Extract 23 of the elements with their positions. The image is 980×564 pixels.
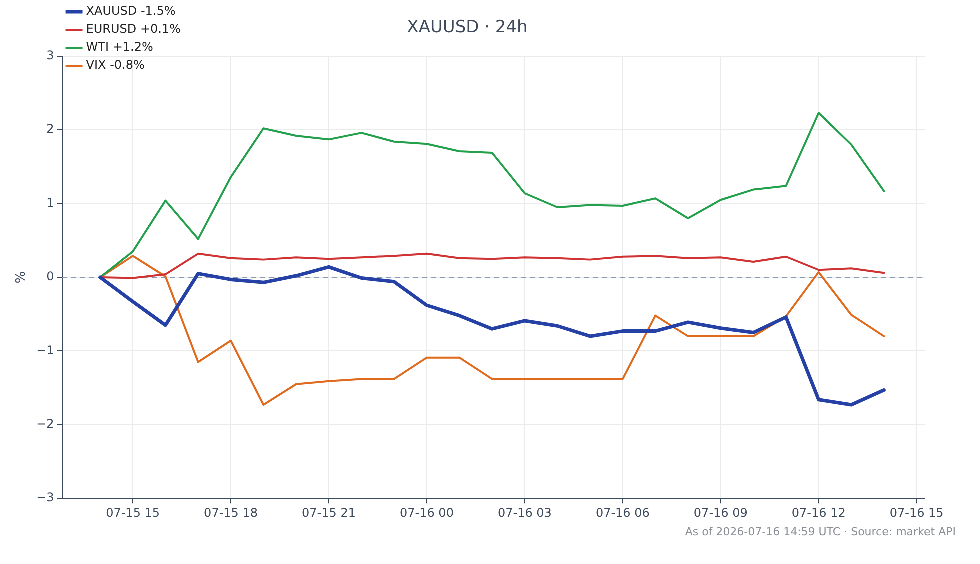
x-tick-label: 07-16 06: [596, 506, 650, 520]
text: As of 2026-07-16 14:59 UTC · Source: market API: [685, 525, 956, 538]
y-tick-label: −3: [36, 490, 54, 505]
y-tick-label: 0: [46, 270, 54, 284]
legend-label: WTI +1.2%: [86, 40, 154, 54]
x-tick-label: 07-16 09: [694, 506, 748, 520]
x-tick-label: 07-16 12: [792, 506, 846, 520]
x-tick-label: 07-15 15: [106, 506, 160, 520]
chart-title: XAUUSD · 24h: [407, 18, 528, 38]
legend-label: EURUSD +0.1%: [86, 22, 181, 36]
x-tick-label: 07-16 15: [890, 506, 944, 520]
x-tick-label: 07-16 03: [498, 506, 552, 520]
y-tick-label: 1: [46, 196, 54, 210]
y-tick-label: −2: [36, 417, 54, 432]
legend-label: VIX -0.8%: [86, 58, 145, 72]
y-tick-label: 3: [46, 48, 54, 63]
x-tick-label: 07-15 21: [302, 506, 356, 520]
legend-label: XAUUSD -1.5%: [86, 4, 176, 18]
x-tick-label: 07-16 00: [400, 506, 454, 520]
y-axis-title: %: [14, 271, 30, 284]
y-tick-label: −1: [36, 343, 54, 358]
x-tick-label: 07-15 18: [204, 506, 258, 520]
y-tick-label: 2: [46, 122, 54, 136]
